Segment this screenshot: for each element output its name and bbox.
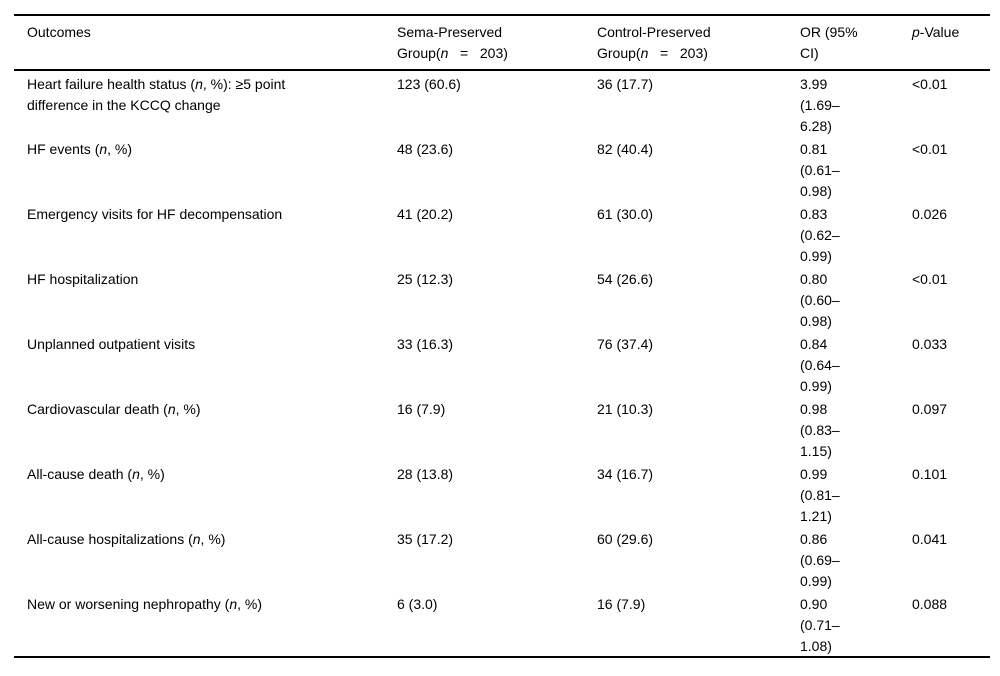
outcomes-table: Outcomes Sema-Preserved Group(n = 203) C… <box>14 14 990 658</box>
table-row: Unplanned outpatient visits 33 (16.3) 76… <box>14 331 990 396</box>
cell-or-value: 0.90 (0.71– 1.08) <box>800 596 840 654</box>
cell-outcome: New or worsening nephropathy (n, %) <box>27 596 263 612</box>
cell-or-value: 0.81 (0.61– 0.98) <box>800 141 840 199</box>
cell-p-value: 0.097 <box>912 401 948 417</box>
cell-or-value: 0.86 (0.69– 0.99) <box>800 531 840 589</box>
cell-p-value: <0.01 <box>912 141 948 157</box>
cell-outcome: Unplanned outpatient visits <box>27 336 196 352</box>
table-row: Heart failure health status (n, %): ≥5 p… <box>14 71 990 136</box>
table-row: All-cause hospitalizations (n, %) 35 (17… <box>14 526 990 591</box>
cell-sema-value: 123 (60.6) <box>397 76 461 92</box>
cell-outcome: HF events (n, %) <box>27 141 133 157</box>
column-header-p-value: p-Value <box>912 24 960 40</box>
cell-or-value: 0.80 (0.60– 0.98) <box>800 271 840 329</box>
table-header-row: Outcomes Sema-Preserved Group(n = 203) C… <box>14 16 990 71</box>
cell-sema-value: 41 (20.2) <box>397 206 454 222</box>
table-row: HF hospitalization 25 (12.3) 54 (26.6) 0… <box>14 266 990 331</box>
cell-control-value: 60 (29.6) <box>597 531 654 547</box>
column-header-or-ci: OR (95% CI) <box>800 24 858 61</box>
cell-control-value: 76 (37.4) <box>597 336 654 352</box>
cell-sema-value: 33 (16.3) <box>397 336 454 352</box>
cell-outcome: Heart failure health status (n, %): ≥5 p… <box>27 76 286 113</box>
cell-control-value: 54 (26.6) <box>597 271 654 287</box>
cell-control-value: 61 (30.0) <box>597 206 654 222</box>
column-header-control-group: Control-Preserved Group(n = 203) <box>597 24 711 61</box>
table-row: New or worsening nephropathy (n, %) 6 (3… <box>14 591 990 656</box>
table-row: Cardiovascular death (n, %) 16 (7.9) 21 … <box>14 396 990 461</box>
cell-outcome: HF hospitalization <box>27 271 139 287</box>
column-header-outcomes: Outcomes <box>27 24 91 40</box>
cell-sema-value: 28 (13.8) <box>397 466 454 482</box>
cell-outcome: Emergency visits for HF decompensation <box>27 206 283 222</box>
cell-control-value: 82 (40.4) <box>597 141 654 157</box>
cell-control-value: 21 (10.3) <box>597 401 654 417</box>
cell-outcome: All-cause death (n, %) <box>27 466 165 482</box>
cell-or-value: 0.99 (0.81– 1.21) <box>800 466 840 524</box>
cell-or-value: 0.98 (0.83– 1.15) <box>800 401 840 459</box>
table-row: HF events (n, %) 48 (23.6) 82 (40.4) 0.8… <box>14 136 990 201</box>
cell-p-value: 0.041 <box>912 531 948 547</box>
cell-p-value: 0.088 <box>912 596 948 612</box>
cell-p-value: 0.026 <box>912 206 948 222</box>
cell-sema-value: 6 (3.0) <box>397 596 438 612</box>
cell-control-value: 36 (17.7) <box>597 76 654 92</box>
cell-sema-value: 35 (17.2) <box>397 531 454 547</box>
cell-outcome: All-cause hospitalizations (n, %) <box>27 531 226 547</box>
cell-sema-value: 25 (12.3) <box>397 271 454 287</box>
cell-sema-value: 16 (7.9) <box>397 401 446 417</box>
cell-p-value: <0.01 <box>912 271 948 287</box>
cell-or-value: 3.99 (1.69– 6.28) <box>800 76 840 134</box>
table-row: Emergency visits for HF decompensation 4… <box>14 201 990 266</box>
cell-outcome: Cardiovascular death (n, %) <box>27 401 201 417</box>
cell-p-value: <0.01 <box>912 76 948 92</box>
cell-control-value: 34 (16.7) <box>597 466 654 482</box>
cell-or-value: 0.83 (0.62– 0.99) <box>800 206 840 264</box>
cell-p-value: 0.033 <box>912 336 948 352</box>
table-row: All-cause death (n, %) 28 (13.8) 34 (16.… <box>14 461 990 526</box>
cell-sema-value: 48 (23.6) <box>397 141 454 157</box>
column-header-sema-group: Sema-Preserved Group(n = 203) <box>397 24 508 61</box>
cell-p-value: 0.101 <box>912 466 948 482</box>
cell-or-value: 0.84 (0.64– 0.99) <box>800 336 840 394</box>
cell-control-value: 16 (7.9) <box>597 596 646 612</box>
